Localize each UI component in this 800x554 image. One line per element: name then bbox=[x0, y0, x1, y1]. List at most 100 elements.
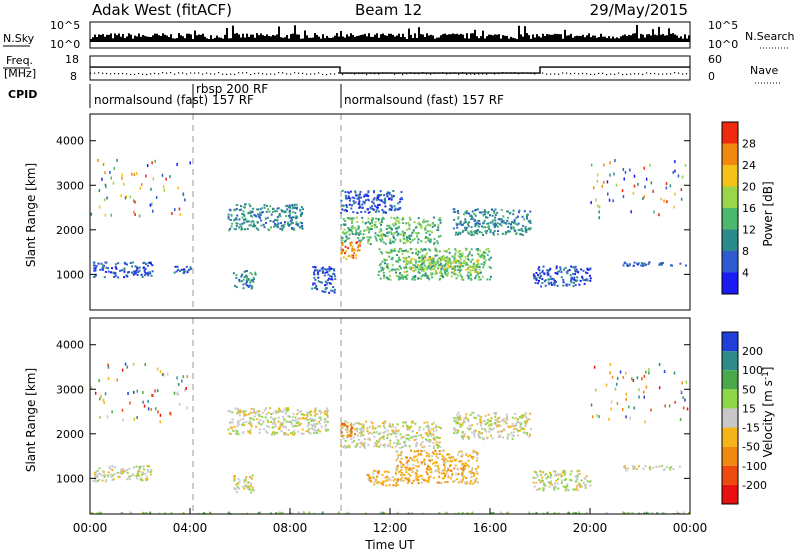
range-gate-cell bbox=[423, 259, 426, 262]
range-gate-cell bbox=[508, 426, 511, 429]
range-gate-cell bbox=[341, 242, 344, 245]
range-gate-cell bbox=[455, 417, 458, 420]
range-gate-cell bbox=[453, 218, 456, 221]
noise-bar bbox=[202, 33, 204, 42]
range-gate-cell bbox=[413, 221, 416, 223]
range-gate-cell bbox=[198, 512, 201, 514]
range-gate-cell bbox=[183, 270, 186, 273]
range-gate-cell bbox=[369, 425, 371, 428]
range-gate-cell bbox=[306, 418, 309, 421]
range-gate-cell bbox=[563, 473, 566, 476]
range-gate-cell bbox=[435, 250, 438, 253]
range-gate-cell bbox=[257, 511, 260, 514]
range-gate-cell bbox=[401, 275, 404, 278]
x-tick-label: 00:00 bbox=[73, 521, 108, 535]
range-gate-cell bbox=[414, 258, 417, 261]
range-gate-cell bbox=[354, 422, 357, 425]
range-gate-cell bbox=[478, 211, 481, 214]
range-gate-cell bbox=[427, 440, 430, 443]
range-gate-cell bbox=[381, 237, 384, 239]
range-gate-cell bbox=[202, 512, 205, 514]
range-gate-cell bbox=[475, 230, 477, 233]
range-gate-cell bbox=[315, 284, 318, 287]
range-gate-cell bbox=[453, 480, 456, 483]
range-gate-cell bbox=[308, 427, 311, 430]
range-gate-cell bbox=[562, 471, 564, 474]
range-gate-cell bbox=[644, 185, 646, 189]
freq-tick-8: 8 bbox=[70, 70, 77, 83]
range-gate-cell bbox=[112, 474, 114, 477]
range-gate-cell bbox=[558, 270, 561, 273]
range-gate-cell bbox=[326, 281, 329, 284]
range-gate-cell bbox=[585, 475, 588, 478]
range-gate-cell bbox=[478, 265, 481, 268]
range-gate-cell bbox=[352, 254, 355, 257]
range-gate-cell bbox=[376, 471, 379, 474]
range-gate-cell bbox=[243, 228, 246, 231]
range-gate-cell bbox=[248, 203, 251, 206]
range-gate-cell bbox=[393, 209, 396, 212]
range-gate-cell bbox=[238, 226, 241, 229]
range-gate-cell bbox=[496, 431, 499, 434]
range-gate-cell bbox=[138, 470, 141, 473]
range-gate-cell bbox=[504, 233, 507, 236]
range-gate-cell bbox=[494, 208, 497, 211]
range-gate-cell bbox=[478, 220, 481, 222]
range-gate-cell bbox=[258, 431, 261, 434]
range-gate-cell bbox=[436, 446, 439, 449]
range-gate-cell bbox=[447, 476, 450, 479]
range-gate-cell bbox=[364, 210, 367, 213]
range-gate-cell bbox=[267, 426, 270, 428]
range-gate-cell bbox=[94, 274, 97, 277]
range-gate-cell bbox=[147, 264, 149, 267]
range-gate-cell bbox=[513, 431, 515, 434]
range-gate-cell bbox=[417, 277, 420, 280]
range-gate-cell bbox=[465, 453, 468, 456]
range-gate-cell bbox=[662, 512, 665, 514]
range-gate-cell bbox=[363, 444, 366, 447]
range-gate-cell bbox=[444, 263, 447, 266]
range-gate-cell bbox=[616, 376, 619, 380]
range-gate-cell bbox=[298, 225, 301, 228]
range-gate-cell bbox=[109, 170, 111, 174]
range-gate-cell bbox=[162, 373, 165, 377]
range-gate-cell bbox=[250, 407, 253, 410]
range-gate-cell bbox=[528, 511, 531, 514]
noise-bar bbox=[100, 34, 102, 42]
range-gate-cell bbox=[475, 451, 477, 454]
range-gate-cell bbox=[358, 233, 360, 236]
power-colorbar-label: Power [dB] bbox=[761, 181, 775, 246]
range-gate-cell bbox=[342, 446, 345, 449]
range-gate-cell bbox=[368, 431, 371, 434]
range-gate-cell bbox=[407, 473, 410, 476]
range-gate-cell bbox=[341, 236, 344, 239]
range-gate-cell bbox=[565, 478, 568, 480]
range-gate-cell bbox=[423, 421, 426, 424]
range-gate-cell bbox=[245, 276, 248, 279]
range-gate-cell bbox=[465, 512, 468, 514]
range-gate-cell bbox=[373, 483, 376, 486]
range-gate-cell bbox=[363, 202, 366, 205]
range-gate-cell bbox=[403, 233, 406, 236]
nave-dot bbox=[298, 72, 300, 74]
range-gate-cell bbox=[420, 269, 423, 272]
noise-bar bbox=[176, 38, 178, 42]
range-gate-cell bbox=[504, 231, 507, 234]
range-gate-cell bbox=[109, 473, 112, 476]
nave-dot bbox=[146, 73, 148, 76]
range-gate-cell bbox=[440, 264, 443, 267]
range-gate-cell bbox=[249, 484, 252, 487]
range-gate-cell bbox=[346, 512, 349, 514]
range-gate-cell bbox=[474, 275, 477, 278]
range-gate-cell bbox=[357, 244, 360, 247]
range-gate-cell bbox=[460, 224, 463, 227]
range-gate-cell bbox=[300, 410, 303, 413]
range-gate-cell bbox=[422, 218, 425, 221]
noise-bar bbox=[572, 37, 574, 42]
range-gate-cell bbox=[230, 213, 233, 216]
range-gate-cell bbox=[386, 232, 389, 234]
range-gate-cell bbox=[227, 217, 230, 220]
noise-bar bbox=[182, 36, 184, 42]
range-gate-cell bbox=[457, 468, 459, 471]
range-gate-cell bbox=[459, 480, 462, 483]
